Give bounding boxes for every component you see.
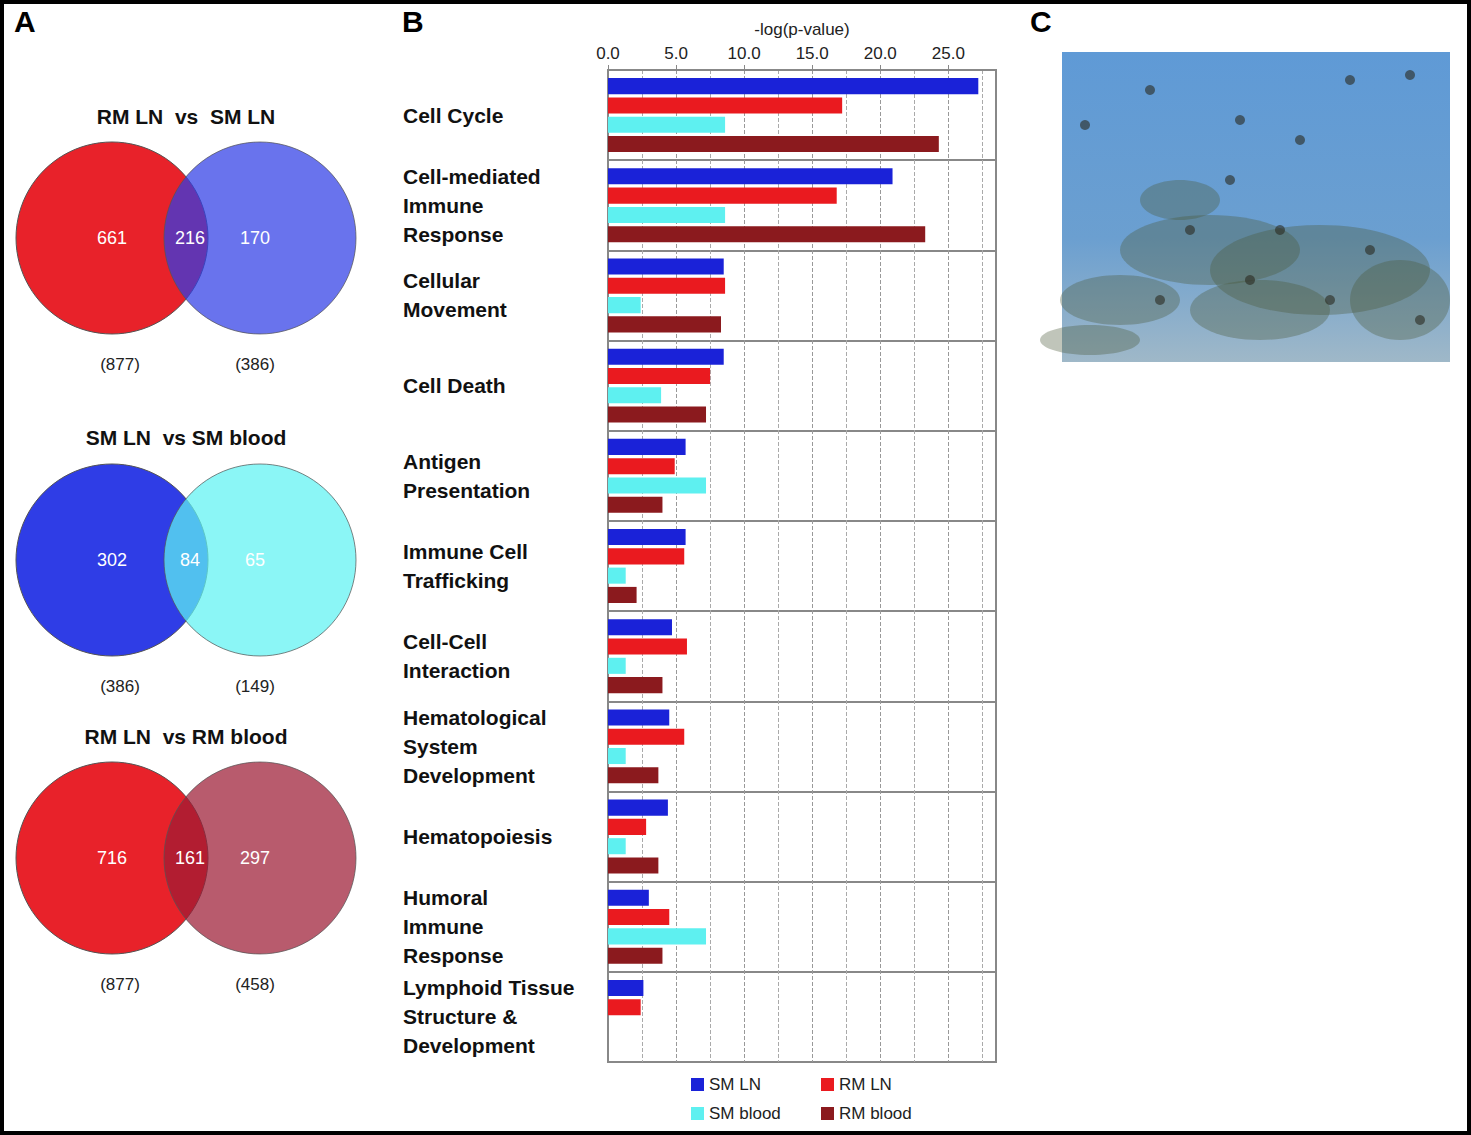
svg-text:Immune: Immune [403,915,484,938]
svg-text:20.0: 20.0 [864,44,897,63]
svg-text:Cell Death: Cell Death [403,374,506,397]
svg-text:302: 302 [97,550,127,570]
svg-text:(386): (386) [235,355,275,374]
svg-text:Immune Cell: Immune Cell [403,540,528,563]
svg-text:0.0: 0.0 [596,44,620,63]
svg-text:716: 716 [97,848,127,868]
svg-text:Structure &: Structure & [403,1005,517,1028]
svg-text:Trafficking: Trafficking [403,569,509,592]
svg-text:Response: Response [403,223,503,246]
svg-text:Lymphoid Tissue: Lymphoid Tissue [403,976,575,999]
svg-text:25.0: 25.0 [932,44,965,63]
svg-text:-log(p-value): -log(p-value) [754,20,849,39]
svg-text:(386): (386) [100,677,140,696]
svg-text:Development: Development [403,1034,535,1057]
svg-text:Immune: Immune [403,194,484,217]
svg-text:System: System [403,735,478,758]
svg-text:SM LN vs SM blood: SM LN vs SM blood [86,426,287,449]
svg-text:Cellular: Cellular [403,269,480,292]
svg-text:RM LN vs SM LN: RM LN vs SM LN [97,105,276,128]
svg-text:216: 216 [175,228,205,248]
svg-text:Hematopoiesis: Hematopoiesis [403,825,552,848]
svg-text:B: B [402,5,424,38]
svg-text:C: C [1030,5,1052,38]
svg-text:SM blood: SM blood [709,1104,781,1123]
svg-text:Cell-mediated: Cell-mediated [403,165,541,188]
svg-text:170: 170 [240,228,270,248]
svg-text:(149): (149) [235,677,275,696]
svg-text:SM LN: SM LN [709,1075,761,1094]
svg-text:Cell-Cell: Cell-Cell [403,630,487,653]
svg-text:297: 297 [240,848,270,868]
svg-text:661: 661 [97,228,127,248]
svg-text:65: 65 [245,550,265,570]
svg-text:(458): (458) [235,975,275,994]
svg-text:161: 161 [175,848,205,868]
svg-text:Humoral: Humoral [403,886,488,909]
svg-text:Development: Development [403,764,535,787]
svg-text:RM LN: RM LN [839,1075,892,1094]
svg-text:(877): (877) [100,975,140,994]
svg-text:Antigen: Antigen [403,450,481,473]
svg-text:Response: Response [403,944,503,967]
svg-text:5.0: 5.0 [664,44,688,63]
svg-text:Interaction: Interaction [403,659,510,682]
svg-text:Presentation: Presentation [403,479,530,502]
svg-text:10.0: 10.0 [728,44,761,63]
svg-text:15.0: 15.0 [796,44,829,63]
svg-text:Cell Cycle: Cell Cycle [403,104,503,127]
svg-text:A: A [14,5,36,38]
svg-text:Movement: Movement [403,298,507,321]
svg-text:RM blood: RM blood [839,1104,912,1123]
svg-text:(877): (877) [100,355,140,374]
svg-text:84: 84 [180,550,200,570]
svg-text:Hematological: Hematological [403,706,547,729]
svg-text:RM LN vs RM blood: RM LN vs RM blood [85,725,288,748]
